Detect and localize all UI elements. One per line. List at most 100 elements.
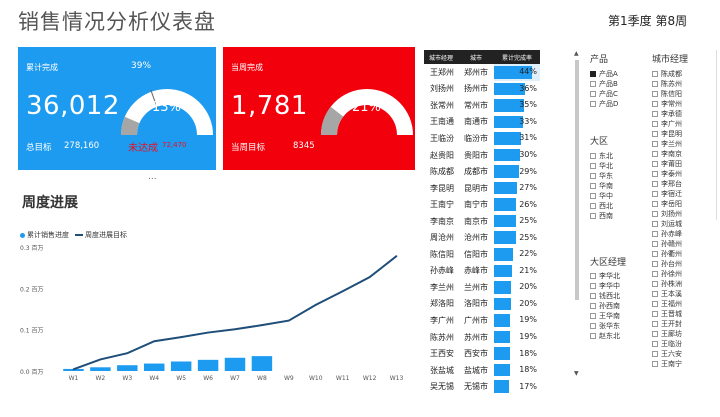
checkbox-icon[interactable] [590, 183, 596, 189]
slicer-item[interactable]: 李兰州 [652, 139, 688, 149]
slicer-item[interactable]: 李华北 [590, 271, 626, 281]
table-row[interactable]: 周沧州 沧州市 25% [424, 229, 540, 246]
checkbox-icon[interactable] [652, 281, 658, 287]
slicer-item[interactable]: 华北 [590, 161, 613, 171]
slicer-item[interactable]: 王临汾 [652, 339, 688, 349]
checkbox-icon[interactable] [652, 91, 658, 97]
table-row[interactable]: 王郑州 郑州市 44% [424, 64, 540, 81]
checkbox-icon[interactable] [590, 163, 596, 169]
slicer-item[interactable]: 陈苏州 [652, 79, 688, 89]
checkbox-icon[interactable] [652, 161, 658, 167]
table-row[interactable]: 王临汾 临汾市 31% [424, 130, 540, 147]
scroll-thumb[interactable] [575, 60, 579, 300]
table-row[interactable]: 李南京 南京市 25% [424, 213, 540, 230]
checkbox-icon[interactable] [652, 211, 658, 217]
checkbox-icon[interactable] [652, 101, 658, 107]
checkbox-icon[interactable] [590, 273, 596, 279]
table-row[interactable]: 李昆明 昆明市 27% [424, 180, 540, 197]
slicer-item[interactable]: 李岳阳 [652, 199, 688, 209]
slicer-item[interactable]: 李泰州 [652, 169, 688, 179]
slicer-item[interactable]: 李广州 [652, 119, 688, 129]
slicer-item[interactable]: 刘运城 [652, 219, 688, 229]
scroll-down-icon[interactable]: ▼ [574, 370, 579, 377]
table-row[interactable]: 吴无锡 无锡市 17% [424, 378, 540, 395]
checkbox-icon[interactable] [652, 151, 658, 157]
checkbox-icon[interactable] [652, 271, 658, 277]
checkbox-icon[interactable] [652, 351, 658, 357]
table-row[interactable]: 郑洛阳 洛阳市 20% [424, 296, 540, 313]
table-row[interactable]: 王西安 西安市 18% [424, 345, 540, 362]
checkbox-icon[interactable] [590, 323, 596, 329]
slicer-item[interactable]: 张华东 [590, 321, 626, 331]
table-row[interactable]: 孙赤峰 赤峰市 21% [424, 263, 540, 280]
col-header-city[interactable]: 城市 [458, 50, 494, 64]
slicer-region-manager[interactable]: 大区经理 李华北 李华中 钱西北 孙西南 王华南 张华东 赵东北 [590, 255, 626, 341]
checkbox-icon[interactable] [590, 313, 596, 319]
slicer-item[interactable]: 陈成都 [652, 69, 688, 79]
table-scrollbar[interactable]: ▲ ▼ [574, 50, 580, 380]
slicer-item[interactable]: 西北 [590, 201, 613, 211]
kpi-cumulative-card[interactable]: 累计完成 36,012 13% 39% 总目标 278,160 未达成 72,4… [18, 47, 216, 170]
slicer-item[interactable]: 赵东北 [590, 331, 626, 341]
table-row[interactable]: 李兰州 兰州市 20% [424, 279, 540, 296]
checkbox-icon[interactable] [652, 331, 658, 337]
slicer-item[interactable]: 王廊坊 [652, 329, 688, 339]
checkbox-icon[interactable] [590, 91, 596, 97]
checkbox-icon[interactable] [590, 101, 596, 107]
checkbox-icon[interactable] [590, 203, 596, 209]
table-row[interactable]: 陈信阳 信阳市 22% [424, 246, 540, 263]
checkbox-icon[interactable] [590, 303, 596, 309]
slicer-item[interactable]: 产品B [590, 79, 618, 89]
slicer-item[interactable]: 孙赣州 [652, 239, 688, 249]
slicer-item[interactable]: 华东 [590, 171, 613, 181]
slicer-item[interactable]: 王六安 [652, 349, 688, 359]
slicer-item[interactable]: 华中 [590, 191, 613, 201]
checkbox-icon[interactable] [652, 131, 658, 137]
slicer-item[interactable]: 王南宁 [652, 359, 688, 369]
table-row[interactable]: 张盐城 盐城市 18% [424, 362, 540, 379]
scroll-up-icon[interactable]: ▲ [574, 50, 579, 57]
more-options-icon[interactable]: ... [148, 172, 157, 182]
slicer-item[interactable]: 钱西北 [590, 291, 626, 301]
table-row[interactable]: 李广州 广州市 19% [424, 312, 540, 329]
slicer-item[interactable]: 西南 [590, 211, 613, 221]
slicer-item[interactable]: 李常州 [652, 99, 688, 109]
table-row[interactable]: 王南通 南通市 33% [424, 114, 540, 131]
table-row[interactable]: 陈成都 成都市 29% [424, 163, 540, 180]
weekly-progress-chart[interactable]: 0.0 百万 0.1 百万 0.2 百万 0.3 百万 W1 W2 W3 W4 W5 W6 W7 W8… [0, 240, 420, 390]
table-row[interactable]: 王南宁 南宁市 26% [424, 196, 540, 213]
city-table[interactable]: 城市经理 城市 累计完成率 王郑州 郑州市 44% 刘扬州 扬州市 36% 张常州 常州市 35… [424, 50, 540, 395]
slicer-item[interactable]: 孙台州 [652, 259, 688, 269]
slicer-item[interactable]: 王福州 [652, 299, 688, 309]
checkbox-icon[interactable] [652, 71, 658, 77]
checkbox-icon[interactable] [590, 333, 596, 339]
checkbox-icon[interactable] [652, 301, 658, 307]
slicer-item[interactable]: 李承德 [652, 109, 688, 119]
checkbox-icon[interactable] [652, 111, 658, 117]
table-row[interactable]: 赵贵阳 贵阳市 30% [424, 147, 540, 164]
checkbox-icon[interactable] [590, 193, 596, 199]
slicer-item[interactable]: 李昆明 [652, 129, 688, 139]
slicer-item[interactable]: 华南 [590, 181, 613, 191]
col-header-rate[interactable]: 累计完成率 [494, 50, 540, 64]
checkbox-icon[interactable] [652, 231, 658, 237]
checkbox-icon[interactable] [652, 251, 658, 257]
checkbox-icon[interactable] [590, 81, 596, 87]
checkbox-icon[interactable] [652, 201, 658, 207]
checkbox-icon[interactable] [652, 191, 658, 197]
slicer-item[interactable]: 产品D [590, 99, 618, 109]
checkbox-icon[interactable] [652, 81, 658, 87]
checkbox-icon[interactable] [652, 321, 658, 327]
checkbox-icon[interactable] [590, 173, 596, 179]
table-row[interactable]: 陈苏州 苏州市 19% [424, 329, 540, 346]
table-row[interactable]: 张常州 常州市 35% [424, 97, 540, 114]
slicer-item[interactable]: 王华南 [590, 311, 626, 321]
checkbox-icon[interactable] [652, 241, 658, 247]
slicer-item[interactable]: 李莆田 [652, 159, 688, 169]
checkbox-icon[interactable] [652, 341, 658, 347]
slicer-item[interactable]: 孙西南 [590, 301, 626, 311]
checkbox-icon[interactable] [652, 361, 658, 367]
slicer-item[interactable]: 王晋城 [652, 309, 688, 319]
checkbox-icon[interactable] [590, 283, 596, 289]
slicer-item[interactable]: 李宿迁 [652, 189, 688, 199]
